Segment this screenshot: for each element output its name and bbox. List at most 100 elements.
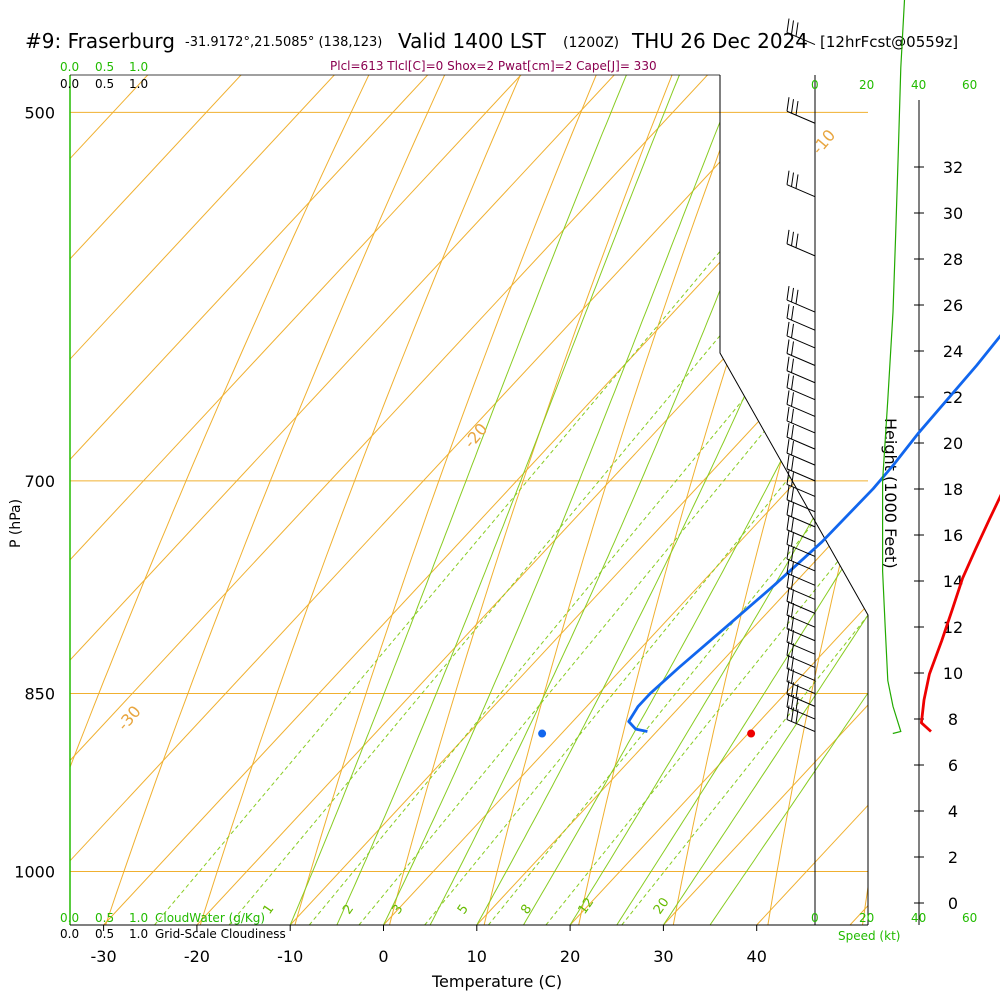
wind-barb-shaft [786, 572, 816, 586]
speed-top-40: 40 [911, 78, 926, 92]
wind-barb-flag [791, 408, 794, 423]
wind-barb-flag [786, 170, 790, 185]
isotherm-line [289, 75, 868, 925]
height-tick-label: 22 [943, 388, 963, 407]
wind-barb-flag [791, 424, 794, 440]
isotherm-line [383, 75, 868, 925]
cloudiness-black-1: 0.5 [95, 927, 114, 941]
dry-adiabat [578, 75, 868, 925]
speed-title: Speed (kt) [838, 929, 900, 943]
wind-barb-flag [791, 630, 794, 645]
cloud-top-black-0: 0.0 [60, 77, 79, 91]
wind-barb-flag [786, 321, 790, 337]
wind-barb-flag [791, 616, 794, 631]
speed-bottom-40: 40 [911, 911, 926, 925]
wind-barb-flag [791, 487, 794, 502]
isotherm-line [70, 75, 868, 925]
wind-barbs [786, 18, 816, 733]
pressure-tick-label: 850 [24, 685, 55, 704]
wind-barb-flag [791, 172, 794, 187]
wind-barb-shaft [786, 110, 816, 124]
wind-barb-flag [791, 287, 794, 303]
wind-barb-shaft [786, 387, 816, 401]
speed-top-0: 0 [811, 78, 819, 92]
moist-adiabat [476, 75, 868, 925]
mixing-ratio-label: 8 [518, 902, 535, 917]
wind-barb-flag [786, 614, 790, 629]
isotherm-line [70, 75, 868, 925]
wind-barb-flag [786, 406, 790, 421]
wind-barb-flag [791, 231, 794, 246]
sounding-series [538, 334, 1000, 738]
wind-barb-flag [786, 515, 790, 530]
temperature-ticks: -30 -20 -10 0 10 20 30 40 [91, 925, 767, 966]
wind-barb-shaft [786, 693, 816, 707]
wind-barb-shaft [786, 499, 816, 513]
station-title: #9: Fraserburg [25, 29, 175, 53]
height-tick-label: 16 [943, 526, 963, 545]
wind-barb-flag [791, 546, 794, 561]
wind-barb-flag [791, 532, 794, 547]
wind-barb-flag [791, 472, 794, 487]
isotherm-line [569, 75, 868, 925]
wind-barb-flag [786, 667, 790, 682]
wind-barb-shaft [786, 614, 816, 628]
mixing-ratio-line [154, 75, 868, 925]
moist-adiabat [383, 75, 868, 925]
isotherm-line [70, 75, 768, 925]
dry-adiabat-lines [70, 75, 868, 925]
cloud-top-black-2: 1.0 [129, 77, 148, 91]
speed-top-60: 60 [962, 78, 977, 92]
speed-bottom-60: 60 [962, 911, 977, 925]
speed-bottom-20: 20 [859, 911, 874, 925]
wind-barb-flag [786, 530, 790, 545]
height-tick-label: 24 [943, 342, 963, 361]
mixing-ratio-line [358, 75, 868, 925]
wind-barb-flag [786, 601, 790, 616]
height-tick-label: 32 [943, 158, 963, 177]
wind-barb-flag [786, 439, 790, 454]
wind-barb-shaft [786, 558, 816, 572]
isotherm-lines [70, 75, 868, 925]
wind-barb-shaft [786, 628, 816, 642]
wind-barb-flag [786, 470, 790, 485]
wind-barb-flag [786, 454, 790, 469]
cloud-bottom-green-0: 0.0 [60, 911, 79, 925]
cloudiness-black-2: 1.0 [129, 927, 148, 941]
wind-barb-flag [795, 233, 799, 248]
wind-barb-flag [791, 502, 794, 517]
mixing-ratio-lines [154, 75, 868, 925]
height-tick-label: 6 [948, 756, 958, 775]
x-axis-title: Temperature (C) [431, 972, 562, 991]
wind-barb-flag [786, 97, 790, 112]
moist-adiabat [616, 75, 868, 925]
wind-barb-flag [791, 392, 794, 407]
station-coords: -31.9172°,21.5085° (138,123) [185, 35, 382, 50]
height-tick-label: 8 [948, 710, 958, 729]
wind-barb-flag [786, 641, 790, 656]
wind-barb-shaft [786, 353, 816, 366]
mixing-ratio-line [621, 75, 868, 925]
pressure-tick-label: 1000 [14, 863, 55, 882]
cloud-top-black-1: 0.5 [95, 77, 114, 91]
wind-barb-shaft [786, 436, 816, 450]
wind-barb-flag [791, 643, 794, 658]
speed-top-20: 20 [859, 78, 874, 92]
cloudiness-title: Grid-Scale Cloudiness [155, 927, 286, 941]
isotherm-line [70, 75, 868, 925]
height-tick-label: 4 [948, 802, 958, 821]
wind-barb-flag [795, 22, 799, 37]
speed-top-scale: 0 20 40 60 [811, 78, 977, 92]
temperature-tick-label: 30 [653, 947, 673, 966]
wind-barb-flag [791, 602, 794, 618]
wind-barb-flag [786, 356, 790, 371]
mixing-ratio-line [424, 75, 868, 925]
wind-barb-flag [786, 587, 790, 602]
height-tick-label: 28 [943, 250, 963, 269]
wind-barb-shaft [786, 706, 816, 720]
wind-barb-flag [791, 305, 794, 321]
mixing-ratio-line [228, 75, 868, 925]
mixing-ratio-label: 2 [340, 902, 357, 917]
wind-barb-flag [786, 285, 790, 301]
